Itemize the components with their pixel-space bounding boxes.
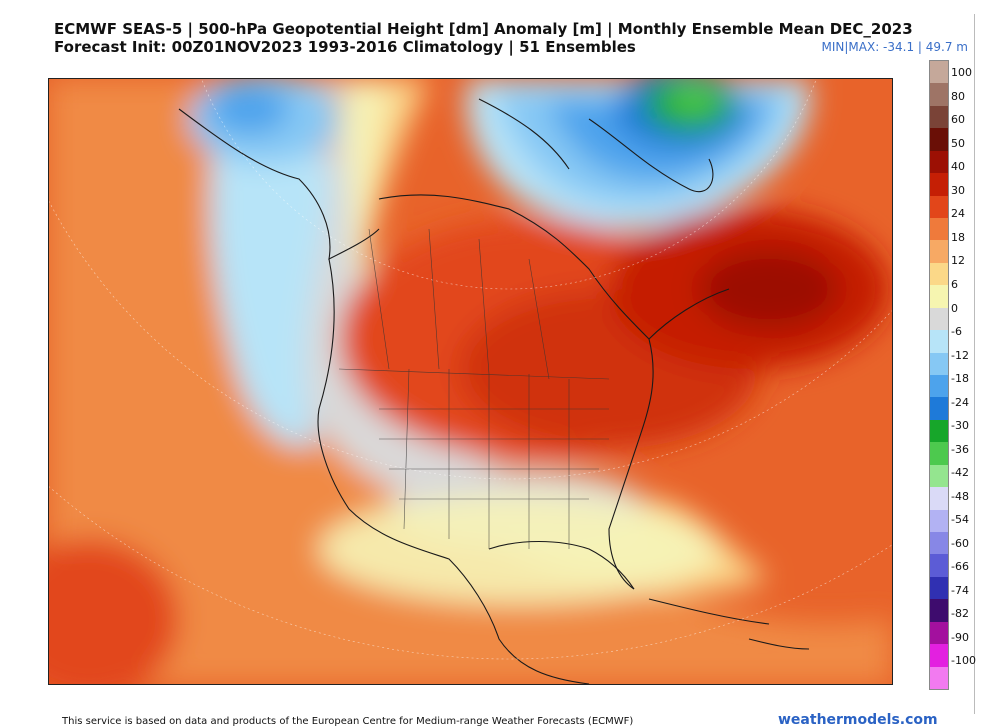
colorbar-tick-label: -74	[951, 583, 969, 597]
colorbar-tick-label: 6	[951, 278, 958, 291]
colorbar-tick-label: -100	[951, 654, 976, 668]
colorbar-tick-label: 0	[951, 301, 958, 315]
coastline-gulf	[488, 541, 635, 590]
colorbar-tick-label: -36	[951, 442, 969, 456]
border-states-lat	[379, 408, 609, 500]
coastline-caribbean	[648, 598, 810, 650]
colorbar-segment	[930, 397, 948, 421]
colorbar-tick-label: -6	[951, 325, 962, 338]
colorbar-tick-label: -66	[951, 560, 969, 574]
colorbar-segment	[930, 419, 948, 443]
colorbar-segment	[930, 599, 948, 623]
field-lobe-darkblue-alaska	[209, 84, 289, 134]
colorbar-segment	[930, 621, 948, 645]
coastlines	[178, 98, 810, 684]
border-states-lon	[403, 368, 570, 549]
colorbar-segment	[930, 532, 948, 555]
field-core-pacific	[49, 539, 179, 684]
colorbar-tick-label: -18	[951, 372, 969, 386]
colorbar-segment	[930, 218, 948, 241]
colorbar-segment	[930, 128, 948, 152]
colorbar-tick-label: -42	[951, 466, 969, 480]
colorbar-segment	[930, 352, 948, 376]
colorbar-tick-label: 30	[951, 183, 965, 197]
colorbar-segment	[930, 307, 948, 331]
colorbar-tick-label: 18	[951, 230, 965, 244]
colorbar	[929, 60, 949, 690]
colorbar-segment	[930, 195, 948, 219]
political-borders	[338, 228, 610, 549]
right-border-line	[974, 14, 975, 714]
colorbar-tick-label: 50	[951, 136, 965, 150]
colorbar-segment	[930, 105, 948, 129]
border-us-canada	[338, 368, 610, 380]
chart-title: ECMWF SEAS-5 | 500-hPa Geopotential Heig…	[54, 20, 913, 56]
colorbar-segment	[930, 150, 948, 174]
colorbar-tick-label: -12	[951, 348, 969, 362]
min-max-readout: MIN|MAX: -34.1 | 49.7 m	[821, 40, 969, 54]
colorbar-tick-label: -48	[951, 489, 969, 503]
field-blob-pale-south	[319, 494, 719, 604]
site-link[interactable]: weathermodels.com	[778, 712, 938, 728]
colorbar-segment	[930, 330, 948, 354]
anomaly-field	[49, 79, 892, 684]
colorbar-segment	[930, 375, 948, 398]
field-lobe-lightgreen-arctic	[669, 83, 719, 115]
colorbar-segment	[930, 644, 948, 668]
colorbar-tick-label: -90	[951, 630, 969, 644]
colorbar-segment	[930, 285, 948, 309]
anomaly-map	[48, 78, 893, 685]
colorbar-segment	[930, 464, 948, 488]
title-line-1: ECMWF SEAS-5 | 500-hPa Geopotential Heig…	[54, 20, 913, 38]
colorbar-tick-label: 40	[951, 160, 965, 174]
colorbar-tick-label: -60	[951, 536, 969, 550]
coastline-arctic-islands	[478, 98, 714, 193]
colorbar-tick-label: 24	[951, 207, 965, 221]
colorbar-segment	[930, 509, 948, 533]
footer-credit: This service is based on data and produc…	[62, 716, 634, 727]
map-canvas	[49, 79, 892, 684]
colorbar-segment	[930, 83, 948, 107]
colorbar-segment	[930, 554, 948, 578]
colorbar-segment	[930, 487, 948, 511]
colorbar-tick-label: -24	[951, 395, 969, 409]
colorbar-tick-label: 60	[951, 113, 965, 127]
colorbar-segment	[930, 666, 948, 690]
colorbar-tick-label: 80	[951, 89, 965, 103]
colorbar-tick-label: -30	[951, 419, 969, 433]
colorbar-tick-label: 12	[951, 254, 965, 268]
colorbar-tick-label: -54	[951, 513, 969, 527]
colorbar-tick-label: 100	[951, 66, 972, 80]
title-line-2: Forecast Init: 00Z01NOV2023 1993-2016 Cl…	[54, 38, 636, 56]
colorbar-segment	[930, 173, 948, 197]
field-lobe-lightblue-west	[210, 97, 330, 447]
coastline-alaska	[178, 108, 380, 260]
coastline-atlantic	[608, 338, 654, 590]
colorbar-segment	[930, 262, 948, 286]
graticule-lat-2	[49, 200, 892, 480]
colorbar-segment	[930, 442, 948, 466]
colorbar-segment	[930, 61, 948, 84]
colorbar-tick-label: -82	[951, 607, 969, 621]
border-provinces	[368, 228, 550, 380]
coastline-arctic-hudson	[378, 194, 730, 340]
graticule	[49, 79, 892, 660]
coastline-pacific	[317, 258, 590, 684]
field-core-atlantic-max	[699, 249, 839, 329]
colorbar-segment	[930, 240, 948, 264]
colorbar-segment	[930, 576, 948, 600]
